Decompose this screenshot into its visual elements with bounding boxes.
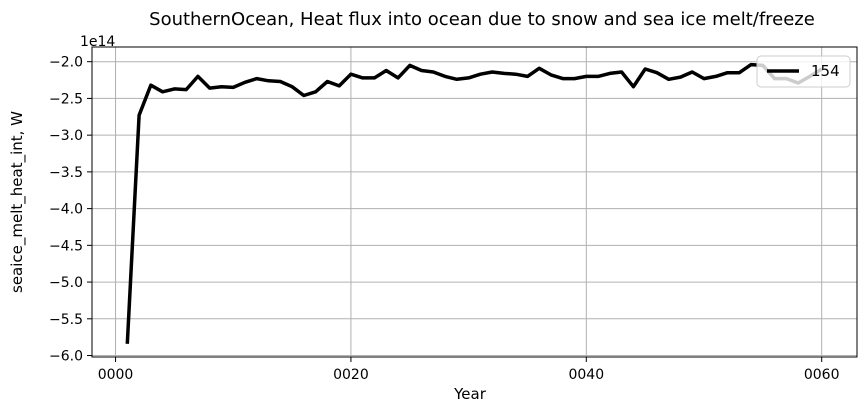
series-line [125, 62, 823, 344]
x-axis-label: Year [453, 385, 487, 403]
plot-frame [91, 46, 858, 358]
legend: 154 [756, 55, 851, 88]
x-tick-label: 0000 [98, 367, 134, 383]
x-tick-label: 0020 [333, 367, 369, 383]
y-tick-label: −4.0 [49, 202, 83, 218]
legend-label: 154 [811, 62, 840, 80]
x-tick-label: 0060 [804, 367, 840, 383]
y-tick-label: −5.5 [49, 312, 83, 328]
y-tick-label: −3.5 [49, 165, 83, 181]
y-tick-label: −2.5 [49, 91, 83, 107]
y-tick-label: −4.5 [49, 238, 83, 254]
y-axis-label: seaice_melt_heat_int, W [8, 111, 27, 293]
series-layer [125, 62, 823, 344]
y-tick-label: −2.0 [49, 55, 83, 71]
x-axis: 0000 0020 0040 0060 [98, 357, 840, 383]
grid [92, 47, 857, 357]
x-tick-label: 0040 [568, 367, 604, 383]
y-axis: −6.0 −5.5 −5.0 −4.5 −4.0 −3.5 −3.0 −2.5 −2.0 [49, 55, 92, 365]
y-tick-label: −6.0 [49, 349, 83, 365]
y-tick-label: −5.0 [49, 275, 83, 291]
legend-box [756, 55, 851, 88]
y-tick-label: −3.0 [49, 128, 83, 144]
chart-title: SouthernOcean, Heat flux into ocean due … [149, 9, 815, 30]
y-offset-label: 1e14 [80, 34, 115, 50]
